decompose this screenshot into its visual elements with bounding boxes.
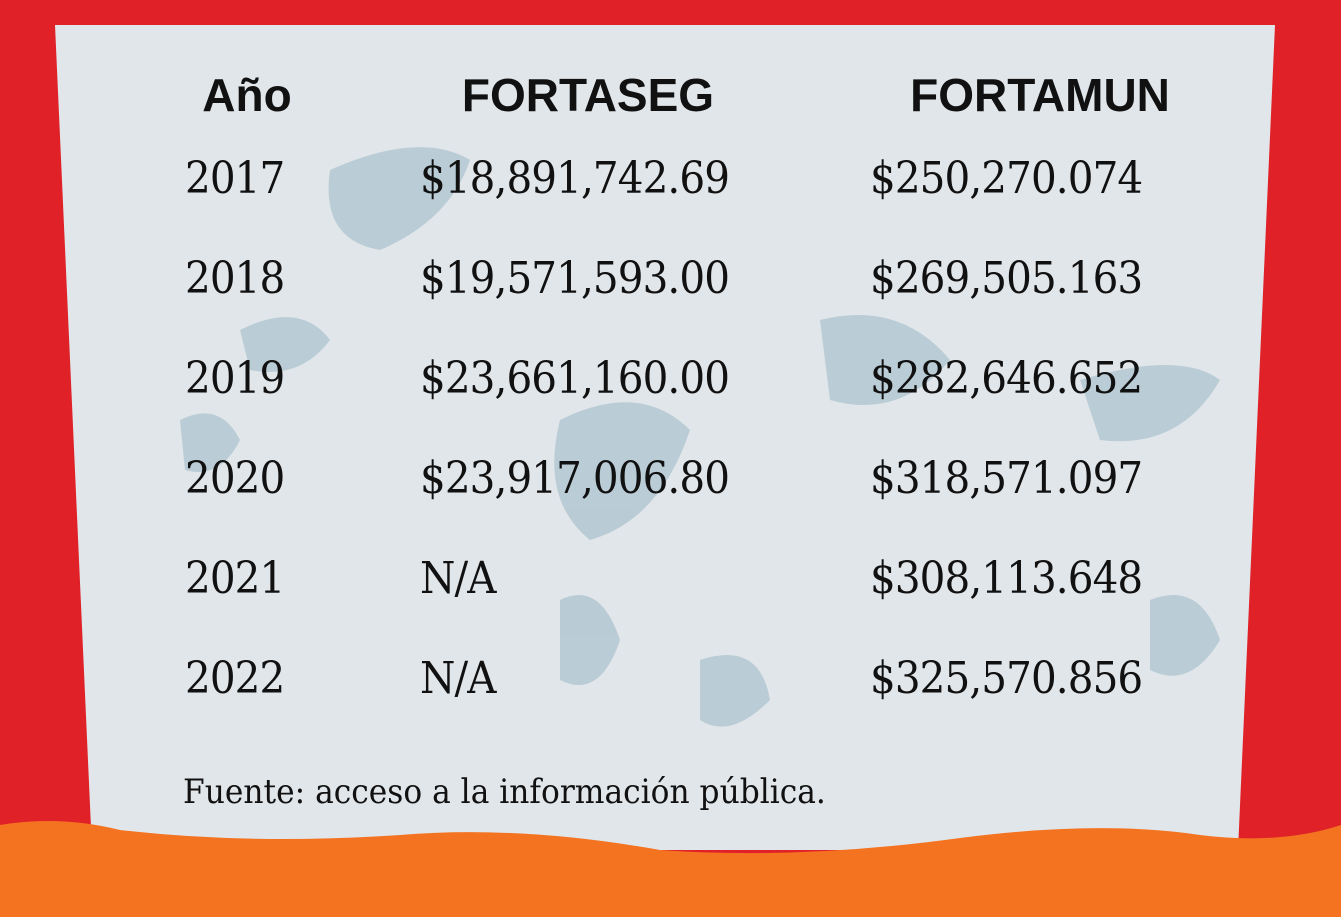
year-cell: 2018	[185, 253, 285, 304]
year-cell: 2020	[185, 453, 285, 504]
fortaseg-cell: N/A	[420, 553, 496, 604]
fortamun-cell: $325,570.856	[870, 653, 1143, 704]
bottom-wave	[0, 821, 1341, 917]
fortamun-cell: $282,646.652	[870, 353, 1143, 404]
fortamun-cell: $269,505.163	[870, 253, 1143, 304]
fortaseg-cell: $23,917,006.80	[420, 453, 730, 504]
year-cell: 2017	[185, 153, 285, 204]
year-cell: 2021	[185, 553, 285, 604]
year-cell: 2019	[185, 353, 285, 404]
fortamun-cell: $318,571.097	[870, 453, 1143, 504]
source-note: Fuente: acceso a la información pública.	[183, 772, 826, 812]
column-header-fortamun: FORTAMUN	[910, 69, 1170, 121]
column-header-year: Año	[202, 69, 292, 121]
texture-splotches	[180, 147, 1220, 727]
column-header-fortaseg: FORTASEG	[461, 69, 715, 121]
fortamun-cell: $250,270.074	[870, 153, 1143, 204]
fortaseg-cell: $19,571,593.00	[420, 253, 730, 304]
fortaseg-cell: $23,661,160.00	[420, 353, 730, 404]
fortaseg-cell: $18,891,742.69	[420, 153, 730, 204]
fortaseg-cell: N/A	[420, 653, 496, 704]
fortamun-cell: $308,113.648	[870, 553, 1143, 604]
year-cell: 2022	[185, 653, 285, 704]
